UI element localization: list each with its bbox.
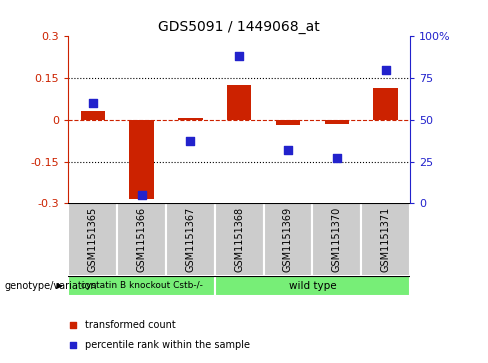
Text: GSM1151369: GSM1151369 <box>283 207 293 272</box>
Text: percentile rank within the sample: percentile rank within the sample <box>85 340 250 350</box>
Point <box>69 342 77 348</box>
Text: GSM1151370: GSM1151370 <box>332 207 342 272</box>
Bar <box>81 111 105 120</box>
Bar <box>117 203 166 276</box>
Text: wild type: wild type <box>288 281 336 291</box>
Bar <box>215 203 264 276</box>
Text: cystatin B knockout Cstb-/-: cystatin B knockout Cstb-/- <box>81 281 203 290</box>
Bar <box>276 120 300 125</box>
Bar <box>68 276 215 296</box>
Bar <box>373 88 398 120</box>
Text: GSM1151367: GSM1151367 <box>185 207 195 272</box>
Point <box>235 53 243 59</box>
Bar <box>68 203 117 276</box>
Text: GSM1151368: GSM1151368 <box>234 207 244 272</box>
Bar <box>361 203 410 276</box>
Text: genotype/variation: genotype/variation <box>5 281 98 291</box>
Point <box>89 100 97 106</box>
Point <box>284 147 292 153</box>
Bar <box>325 120 349 124</box>
Bar <box>215 276 410 296</box>
Text: transformed count: transformed count <box>85 320 176 330</box>
Point <box>69 322 77 328</box>
Bar <box>178 118 203 120</box>
Point <box>382 67 389 73</box>
Point <box>138 192 145 198</box>
Point <box>333 155 341 161</box>
Text: GSM1151365: GSM1151365 <box>88 207 98 272</box>
Title: GDS5091 / 1449068_at: GDS5091 / 1449068_at <box>158 20 320 34</box>
Text: GSM1151371: GSM1151371 <box>381 207 390 272</box>
Bar <box>264 203 312 276</box>
Bar <box>166 203 215 276</box>
Point <box>186 139 194 144</box>
Text: GSM1151366: GSM1151366 <box>137 207 146 272</box>
Bar <box>227 85 251 120</box>
Bar <box>129 120 154 199</box>
Bar <box>312 203 361 276</box>
